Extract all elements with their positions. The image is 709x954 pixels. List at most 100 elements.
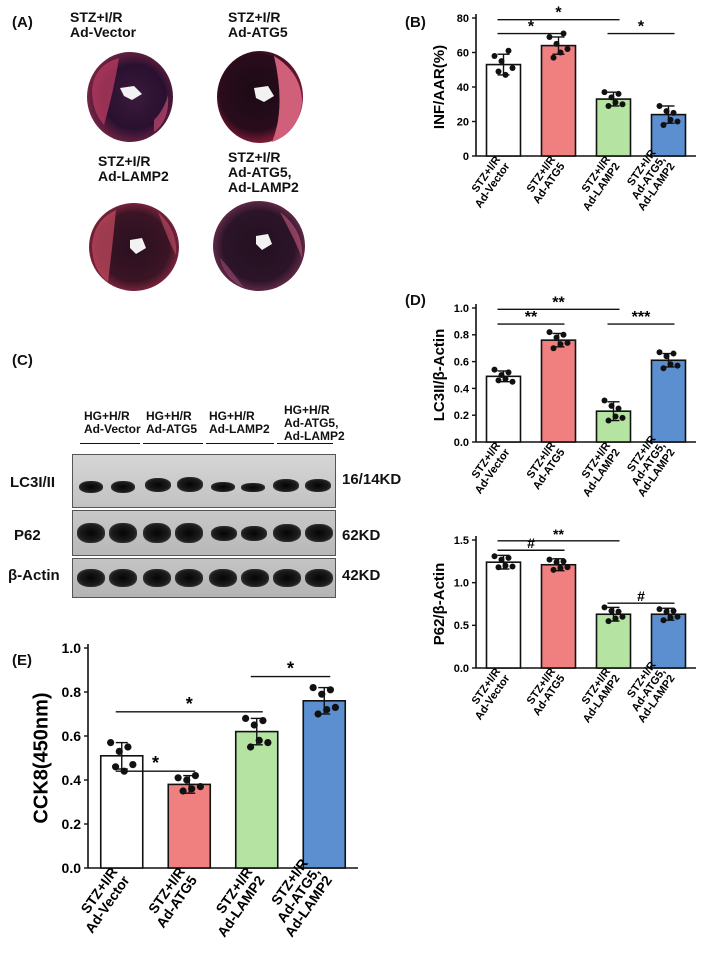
heart-label-atg5: STZ+I/R Ad-ATG5 <box>228 9 288 40</box>
y-tick-label: 0.0 <box>454 437 469 449</box>
significance-marker: # <box>527 535 535 551</box>
y-tick-label: 0.6 <box>62 728 82 744</box>
blot-strip-p62 <box>72 510 336 556</box>
data-point <box>674 362 681 369</box>
band <box>111 481 135 493</box>
chart-cck8: 0.00.20.40.60.81.0CCK8(450nm)STZ+I/RAd-V… <box>30 640 358 940</box>
heart-label-vector: STZ+I/R Ad-Vector <box>70 9 137 40</box>
band <box>305 479 331 492</box>
data-point <box>505 47 512 54</box>
data-point <box>601 89 608 96</box>
data-point <box>674 118 681 125</box>
data-point <box>318 690 326 698</box>
blot-strip-actin <box>72 558 336 598</box>
blot-strip-lc3 <box>72 454 336 508</box>
significance-marker: * <box>152 753 159 773</box>
data-point <box>502 562 509 569</box>
category-label: STZ+I/RAd-ATG5 <box>521 440 567 492</box>
category-label: STZ+I/RAd-ATG5,Ad-LAMP2 <box>617 434 678 500</box>
data-point <box>179 787 187 795</box>
data-point <box>601 604 608 611</box>
category-label: STZ+I/RAd-ATG5 <box>521 666 567 718</box>
lane-label-atg5-lamp2: HG+H/R Ad-ATG5, Ad-LAMP2 <box>284 403 345 443</box>
lane-label-lamp2: HG+H/R Ad-LAMP2 <box>209 409 270 436</box>
band <box>77 523 105 543</box>
category-label: STZ+I/RAd-ATG5,Ad-LAMP2 <box>617 660 678 726</box>
bar <box>540 563 577 669</box>
y-tick-label: 1.0 <box>62 640 82 656</box>
data-point <box>505 369 512 376</box>
chart-lc3ii-actin: 0.0 0.2 0.4 0.6 0.8 1.0 LC3II/β-Actin STZ+I/RAd… <box>431 294 696 500</box>
band <box>175 569 203 587</box>
data-point <box>546 33 553 40</box>
data-point <box>255 736 263 744</box>
data-point <box>615 405 622 412</box>
data-point <box>491 52 498 59</box>
data-point <box>491 553 498 560</box>
data-point <box>557 565 564 572</box>
lane-underline-2 <box>143 443 203 444</box>
data-point <box>553 559 560 566</box>
band <box>211 526 237 541</box>
category-label: STZ+I/RAd-LAMP2 <box>571 440 622 499</box>
significance-marker: ** <box>552 294 565 311</box>
y-tick-label: 1.0 <box>454 578 469 590</box>
y-tick-label: 0.8 <box>454 330 469 342</box>
data-point <box>183 776 191 784</box>
data-point <box>550 566 557 573</box>
data-point <box>546 329 553 336</box>
bar <box>595 98 632 157</box>
category-label: STZ+I/RAd-ATG5 <box>141 864 200 931</box>
data-point <box>660 617 667 624</box>
category-label: STZ+I/RAd-LAMP2 <box>202 864 268 940</box>
data-point <box>560 331 567 338</box>
panel-c-letter: (C) <box>12 352 33 369</box>
heart-section-vector-image <box>87 52 173 142</box>
significance-marker: * <box>186 694 193 714</box>
lane-label-vector: HG+H/R Ad-Vector <box>84 409 141 436</box>
data-point <box>174 774 182 782</box>
significance-marker: *** <box>632 309 651 326</box>
bar <box>485 63 522 157</box>
data-point <box>498 372 505 378</box>
category-label: STZ+I/RAd-Vector <box>463 154 513 211</box>
data-point <box>656 349 663 356</box>
band <box>109 569 137 587</box>
band <box>209 569 237 587</box>
data-point <box>612 413 619 420</box>
data-point <box>667 116 674 123</box>
band <box>273 524 301 542</box>
data-point <box>608 607 615 614</box>
data-point <box>667 614 674 621</box>
blot-size-label-actin: 42KD <box>342 567 381 584</box>
data-point <box>107 739 115 747</box>
data-point <box>250 721 258 729</box>
significance-marker: ** <box>553 526 564 542</box>
data-point <box>612 615 619 622</box>
band <box>305 569 333 587</box>
data-point <box>553 40 560 47</box>
significance-marker: * <box>638 19 645 36</box>
bar <box>302 699 347 869</box>
bar <box>650 613 687 669</box>
data-point <box>608 94 615 101</box>
lane-underline-1 <box>80 443 140 444</box>
panel-a-letter: (A) <box>12 14 33 31</box>
data-point <box>331 703 339 711</box>
data-point <box>605 618 612 625</box>
category-label: STZ+I/RAd-LAMP2 <box>571 154 622 213</box>
data-point <box>498 58 505 65</box>
data-point <box>550 345 557 352</box>
panel-b-letter: (B) <box>405 14 426 31</box>
lane-label-atg5: HG+H/R Ad-ATG5 <box>146 409 198 436</box>
band <box>143 569 171 587</box>
category-label: STZ+I/RAd-Vector <box>463 666 513 723</box>
y-tick-label: 0.0 <box>454 663 469 675</box>
y-tick-label: 0.4 <box>454 383 470 395</box>
category-label: STZ+I/RAd-LAMP2 <box>571 666 622 725</box>
band <box>79 481 103 493</box>
data-point <box>242 714 250 722</box>
lane-underline-4 <box>277 443 333 444</box>
